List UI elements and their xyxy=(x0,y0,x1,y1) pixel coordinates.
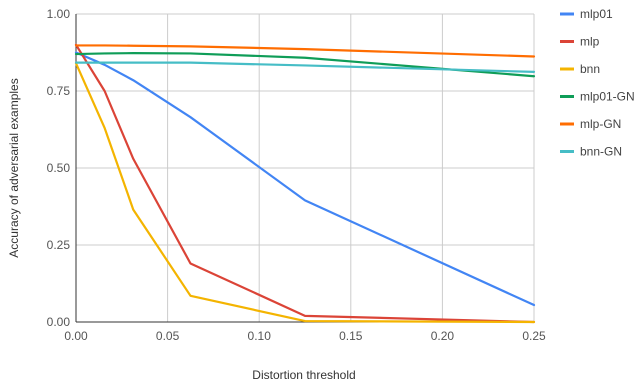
series-line-mlp xyxy=(74,43,536,324)
legend-item-mlp01-GN[interactable]: mlp01-GN xyxy=(560,90,635,104)
x-axis-title: Distortion threshold xyxy=(252,368,355,382)
x-tick-label: 0.25 xyxy=(522,329,546,343)
series-line-mlp01-GN xyxy=(74,52,536,78)
legend-item-mlp[interactable]: mlp xyxy=(560,35,600,49)
x-tick-label: 0.05 xyxy=(156,329,180,343)
legend-item-mlp01[interactable]: mlp01 xyxy=(560,7,613,21)
x-tick-label: 0.10 xyxy=(248,329,272,343)
y-tick-label: 1.00 xyxy=(47,7,71,21)
y-tick-label: 0.00 xyxy=(47,315,71,329)
legend[interactable]: mlp01 mlp bnn mlp01-GN mlp-GN bnn-GN xyxy=(560,7,635,159)
y-tick-label: 0.50 xyxy=(47,161,71,175)
legend-label: mlp-GN xyxy=(580,117,621,131)
legend-item-bnn[interactable]: bnn xyxy=(560,62,600,76)
legend-label: bnn xyxy=(580,62,600,76)
legend-item-bnn-GN[interactable]: bnn-GN xyxy=(560,145,622,159)
series-line-bnn xyxy=(74,62,536,324)
series-lines xyxy=(74,43,536,324)
series-line-bnn-GN xyxy=(74,61,536,74)
y-tick-label: 0.75 xyxy=(47,84,71,98)
grid xyxy=(76,13,535,322)
series-line-mlp-GN xyxy=(74,44,536,58)
y-axis-title: Accuracy of adversarial examples xyxy=(7,78,21,257)
tick-labels: 0.00 0.25 0.50 0.75 1.00 0.00 0.05 0.10 0.15 0.20… xyxy=(47,7,546,343)
x-tick-label: 0.00 xyxy=(64,329,88,343)
x-tick-label: 0.15 xyxy=(339,329,363,343)
legend-item-mlp-GN[interactable]: mlp-GN xyxy=(560,117,621,131)
legend-label: mlp xyxy=(580,35,600,49)
legend-label: mlp01-GN xyxy=(580,90,635,104)
legend-label: bnn-GN xyxy=(580,145,622,159)
legend-label: mlp01 xyxy=(580,7,613,21)
x-tick-label: 0.20 xyxy=(431,329,455,343)
y-tick-label: 0.25 xyxy=(47,238,71,252)
